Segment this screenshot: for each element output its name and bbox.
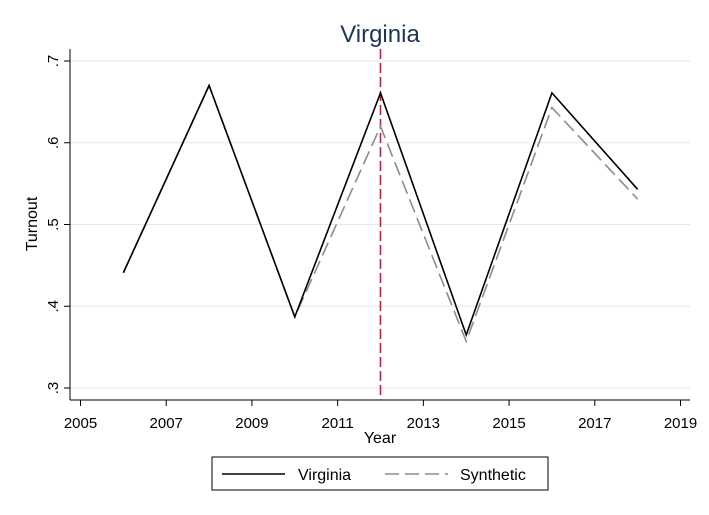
chart-title: Virginia: [340, 21, 420, 48]
y-axis-title: Turnout: [24, 196, 41, 251]
x-tick-label-3: 2011: [322, 415, 354, 432]
x-axis-title: Year: [364, 430, 397, 447]
y-tick-label-2: .5: [45, 218, 62, 231]
x-tick-label-0: 2005: [64, 415, 97, 432]
y-tick-label-1: .4: [45, 300, 62, 313]
ticks: 2005 2007 2009 2011 2013 2015 2017 2019 .3 .4 .5 .6…: [45, 55, 697, 432]
x-tick-label-7: 2019: [664, 415, 697, 432]
legend-label-virginia: Virginia: [298, 467, 351, 484]
series-group: [122, 83, 639, 344]
y-tick-label-3: .6: [45, 136, 62, 149]
y-tick-label-4: .7: [45, 55, 62, 68]
x-tick-label-6: 2017: [578, 415, 611, 432]
legend-label-synthetic: Synthetic: [460, 467, 526, 484]
x-tick-label-4: 2013: [407, 415, 440, 432]
y-tick-label-0: .3: [45, 382, 62, 395]
x-tick-label-1: 2007: [150, 415, 183, 432]
x-tick-label-5: 2015: [492, 415, 525, 432]
x-tick-label-2: 2009: [235, 415, 268, 432]
legend: Virginia Synthetic: [211, 456, 549, 491]
series-line-virginia: [122, 83, 639, 338]
